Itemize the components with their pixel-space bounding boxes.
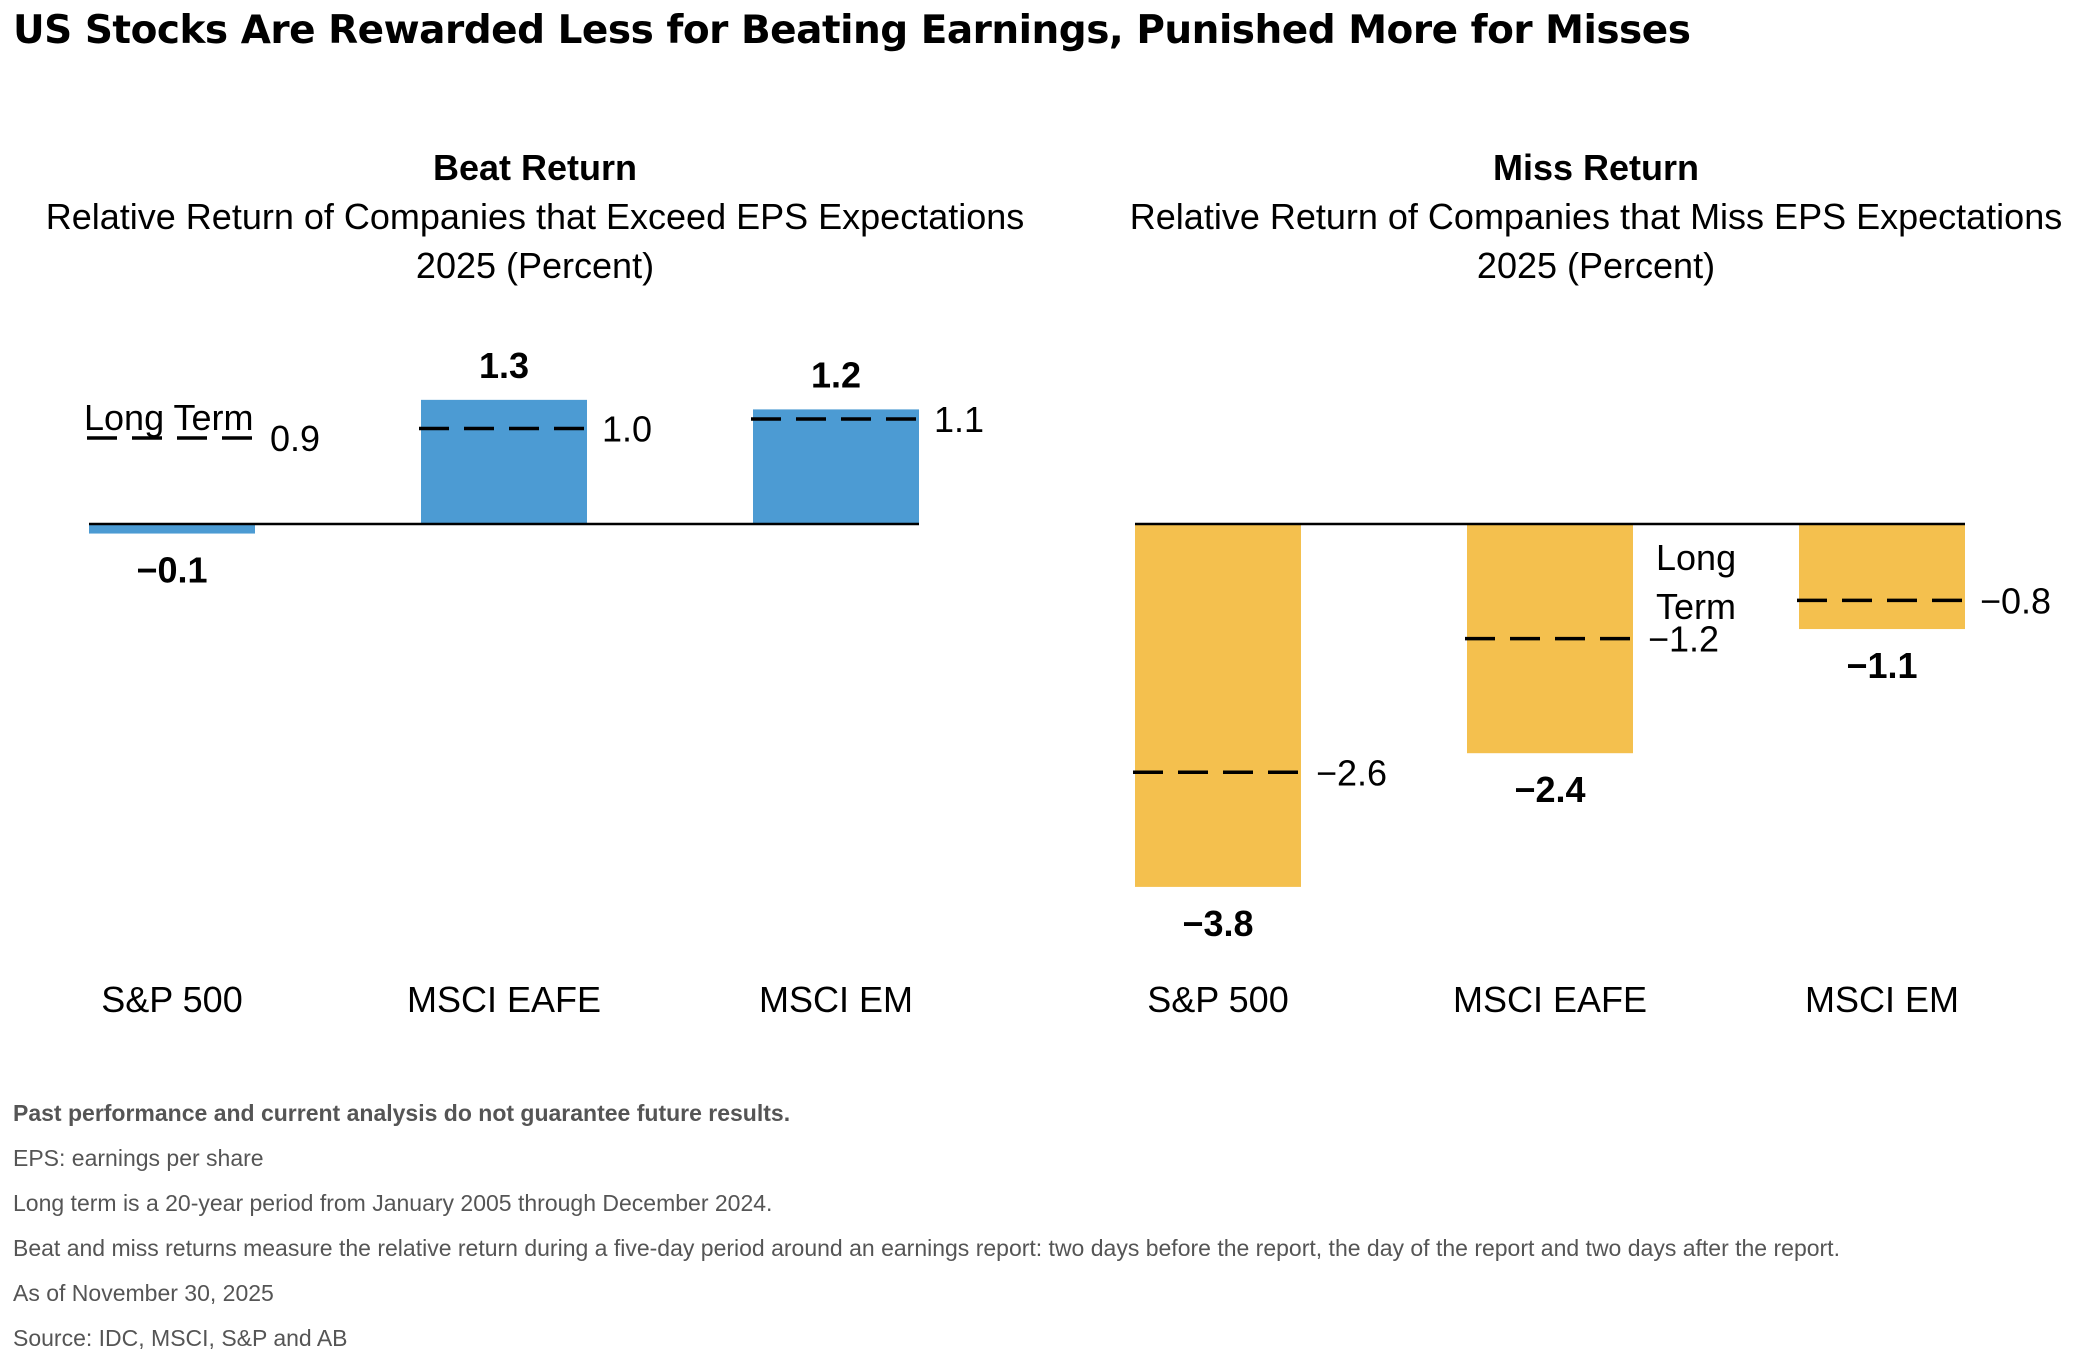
panel-1-long-term-legend: Long Term	[84, 397, 253, 438]
panel-2-long-term-value-1: −2.6	[1316, 752, 1387, 793]
panel-2-bar-1	[1135, 524, 1301, 887]
panel-1-category-label-1: S&P 500	[101, 979, 242, 1020]
footnote-date: As of November 30, 2025	[13, 1280, 274, 1306]
panel-1-value-label-2: 1.3	[479, 345, 529, 386]
panel-2-category-label-3: MSCI EM	[1805, 979, 1959, 1020]
panel-1-bar-3	[753, 409, 919, 524]
panel-1-category-label-3: MSCI EM	[759, 979, 913, 1020]
panel-2-title: Miss Return	[1493, 147, 1699, 188]
panel-1-long-term-value-2: 1.0	[602, 409, 652, 450]
panel-1-long-term-value-3: 1.1	[934, 399, 984, 440]
panel-1-value-label-3: 1.2	[811, 354, 861, 395]
chart-main-title: US Stocks Are Rewarded Less for Beating …	[13, 8, 1691, 53]
footnote-method: Beat and miss returns measure the relati…	[13, 1235, 1840, 1261]
panel-2-category-label-1: S&P 500	[1147, 979, 1288, 1020]
panel-2-long-term-legend-2: Term	[1656, 586, 1736, 627]
panel-2-category-label-2: MSCI EAFE	[1453, 979, 1647, 1020]
panel-2-subtitle: Relative Return of Companies that Miss E…	[1130, 196, 2062, 237]
panel-1-long-term-value-1: 0.9	[270, 418, 320, 459]
panel-2-subtitle-year: 2025 (Percent)	[1477, 245, 1715, 286]
panel-2-long-term-value-3: −0.8	[1980, 580, 2051, 621]
panel-1-subtitle-year: 2025 (Percent)	[416, 245, 654, 286]
footnote-long-term: Long term is a 20-year period from Janua…	[13, 1190, 773, 1216]
panel-1-bar-1	[89, 524, 255, 534]
panel-1-category-label-2: MSCI EAFE	[407, 979, 601, 1020]
panel-2-bar-3	[1799, 524, 1965, 630]
panel-2-value-label-3: −1.1	[1846, 645, 1917, 686]
charts-canvas: Beat Return Relative Return of Companies …	[46, 147, 2062, 1020]
panel-1-value-label-1: −0.1	[136, 550, 207, 591]
footnote-eps: EPS: earnings per share	[13, 1145, 264, 1171]
footnote-source: Source: IDC, MSCI, S&P and AB	[13, 1325, 348, 1351]
panel-2-value-label-1: −3.8	[1182, 903, 1253, 944]
panel-1-subtitle: Relative Return of Companies that Exceed…	[46, 196, 1025, 237]
panel-1-bar-2	[421, 399, 587, 524]
footnotes: Past performance and current analysis do…	[13, 1098, 2063, 1368]
footnote-disclaimer: Past performance and current analysis do…	[13, 1100, 791, 1126]
panel-2-value-label-2: −2.4	[1514, 769, 1585, 810]
panel-1-title: Beat Return	[433, 147, 637, 188]
panel-2-long-term-value-2: −1.2	[1648, 619, 1719, 660]
panel-2-long-term-legend-1: Long	[1656, 537, 1736, 578]
